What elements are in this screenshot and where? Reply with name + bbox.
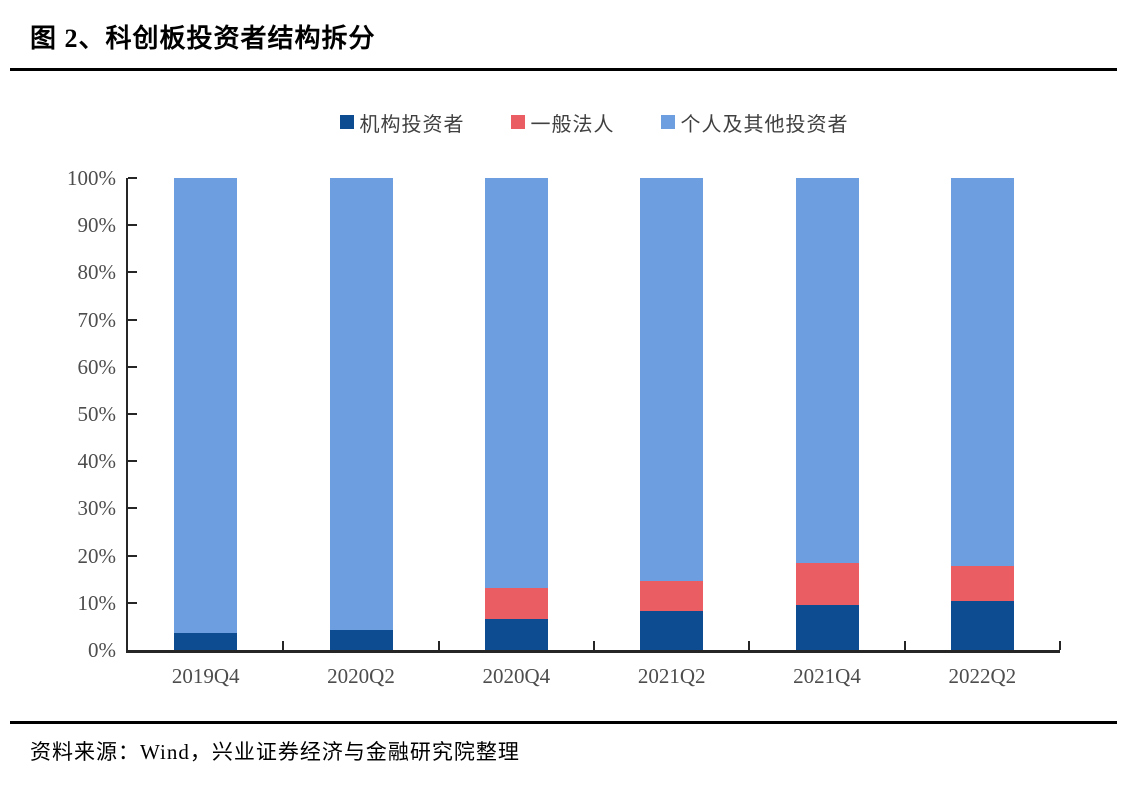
bar-segment xyxy=(640,580,704,612)
y-axis-tick-label: 80% xyxy=(77,260,117,285)
bar-segment xyxy=(484,178,548,589)
legend-label: 个人及其他投资者 xyxy=(680,113,849,136)
bar-segment xyxy=(950,601,1014,650)
x-axis-tick-label: 2021Q4 xyxy=(793,664,861,688)
figure-title: 图 2、科创板投资者结构拆分 xyxy=(30,24,376,53)
y-axis-tick-label: 100% xyxy=(67,166,116,190)
x-axis-tick-label: 2022Q2 xyxy=(948,664,1017,688)
bar-segment xyxy=(174,178,238,634)
source-note: 资料来源：Wind，兴业证券经济与金融研究院整理 xyxy=(30,740,520,764)
y-axis-tick-mark xyxy=(128,460,137,463)
y-axis-tick-mark xyxy=(128,554,137,557)
y-axis-tick-mark xyxy=(128,507,137,510)
chart-legend: 机构投资者 一般法人 个人及其他投资者 xyxy=(128,107,1060,137)
bar-segment xyxy=(329,630,393,650)
y-axis-tick-mark xyxy=(128,413,137,415)
legend-item: 个人及其他投资者 xyxy=(660,108,849,137)
x-axis-tick-mark xyxy=(903,641,906,650)
x-axis-tick-mark xyxy=(282,641,285,650)
y-axis-tick-mark xyxy=(128,601,137,604)
bar-segment xyxy=(640,178,704,581)
x-axis-tick-label: 2020Q2 xyxy=(327,664,395,688)
bar-segment xyxy=(950,565,1014,602)
y-axis-tick-mark xyxy=(128,271,137,274)
legend-swatch-icon xyxy=(510,115,525,129)
bar-segment xyxy=(329,178,393,631)
bar-segment xyxy=(950,178,1014,566)
footer-rule xyxy=(10,721,1117,724)
x-axis-tick-mark xyxy=(437,641,440,650)
x-axis-tick-label: 2021Q2 xyxy=(637,664,706,688)
bar-segment xyxy=(484,588,548,620)
bar-segment xyxy=(795,604,859,650)
y-axis-tick-label: 40% xyxy=(77,449,117,474)
y-axis-tick-mark xyxy=(128,177,137,179)
x-axis-tick-mark xyxy=(593,641,595,650)
x-axis-line xyxy=(126,650,1060,653)
x-axis-tick-mark xyxy=(748,641,751,650)
x-axis-tick-mark xyxy=(1059,641,1061,650)
y-axis-tick-label: 30% xyxy=(77,496,117,521)
legend-item: 一般法人 xyxy=(510,108,615,137)
y-axis-tick-label: 60% xyxy=(77,354,117,379)
y-axis-tick-label: 70% xyxy=(77,307,117,332)
legend-label: 机构投资者 xyxy=(359,113,465,136)
y-axis-tick-label: 0% xyxy=(88,638,116,662)
y-axis-tick-label: 90% xyxy=(77,213,117,238)
y-axis-tick-mark xyxy=(128,365,137,368)
legend-item: 机构投资者 xyxy=(339,108,465,137)
y-axis-tick-label: 20% xyxy=(77,543,117,568)
legend-label: 一般法人 xyxy=(530,113,615,136)
legend-swatch-icon xyxy=(339,115,354,129)
bar-segment xyxy=(640,611,704,650)
y-axis-tick-label: 50% xyxy=(77,402,117,426)
bar-segment xyxy=(795,178,859,563)
y-axis-tick-mark xyxy=(128,318,137,321)
y-axis-tick-label: 10% xyxy=(77,590,117,615)
y-axis-line xyxy=(126,178,128,650)
title-rule xyxy=(10,68,1117,71)
x-axis-tick-label: 2019Q4 xyxy=(171,664,240,688)
y-axis-tick-mark xyxy=(128,224,137,227)
bar-segment xyxy=(484,619,548,650)
legend-swatch-icon xyxy=(660,115,675,129)
bar-segment xyxy=(795,562,859,605)
bar-segment xyxy=(174,633,238,650)
x-axis-tick-label: 2020Q4 xyxy=(482,664,551,688)
